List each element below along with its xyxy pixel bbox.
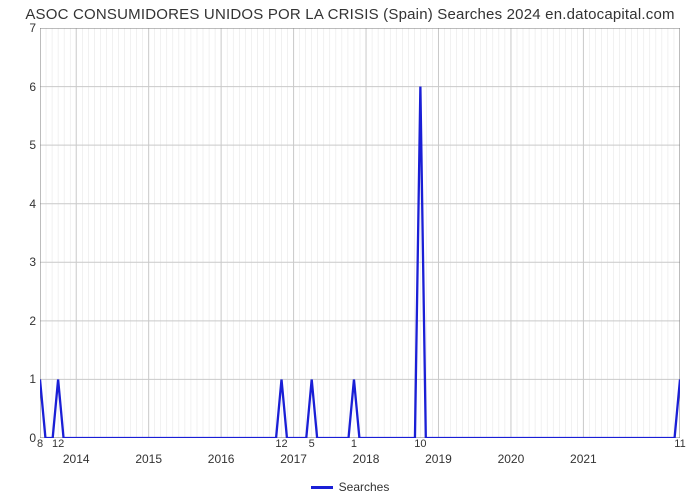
x-point-label: 1 (351, 438, 357, 450)
y-tick-label: 3 (29, 255, 36, 269)
y-tick-label: 7 (29, 21, 36, 35)
x-year-label: 2017 (280, 452, 307, 466)
x-point-label: 11 (674, 438, 685, 450)
legend-label: Searches (339, 480, 390, 494)
y-tick-label: 2 (29, 314, 36, 328)
x-year-label: 2014 (63, 452, 90, 466)
x-year-label: 2018 (353, 452, 380, 466)
legend-swatch (311, 486, 333, 489)
plot-area (40, 28, 680, 438)
x-point-label: 8 (37, 438, 43, 450)
y-tick-label: 5 (29, 138, 36, 152)
x-year-label: 2015 (135, 452, 162, 466)
x-year-label: 2020 (498, 452, 525, 466)
chart-title: ASOC CONSUMIDORES UNIDOS POR LA CRISIS (… (0, 0, 700, 23)
x-year-label: 2016 (208, 452, 235, 466)
chart-svg (40, 28, 680, 438)
x-year-label: 2021 (570, 452, 597, 466)
y-tick-label: 4 (29, 197, 36, 211)
x-point-label: 10 (414, 438, 426, 450)
x-point-label: 12 (52, 438, 64, 450)
y-tick-label: 0 (29, 431, 36, 445)
y-tick-label: 6 (29, 80, 36, 94)
y-tick-label: 1 (29, 372, 36, 386)
legend: Searches (0, 480, 700, 494)
x-year-label: 2019 (425, 452, 452, 466)
x-point-label: 12 (275, 438, 287, 450)
x-point-label: 5 (309, 438, 315, 450)
